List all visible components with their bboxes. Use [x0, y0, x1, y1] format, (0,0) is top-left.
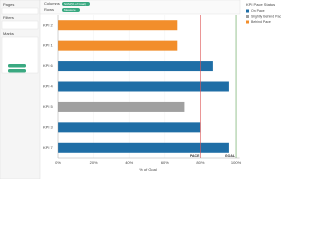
legend-swatch: [246, 9, 249, 13]
reference-label: GOAL: [225, 154, 236, 158]
marks-pill[interactable]: [8, 69, 26, 73]
left-panel: [0, 0, 41, 179]
pages-card[interactable]: [1, 7, 39, 15]
y-tick-label: KPI 3: [43, 124, 54, 129]
columns-label: Columns: [44, 1, 60, 6]
columns-pill-text: SUM(% of Goal): [64, 2, 86, 6]
bar: [58, 122, 201, 133]
x-tick-label: 20%: [90, 160, 98, 165]
bar: [58, 61, 213, 72]
y-tick-label: KPI 2: [43, 22, 54, 27]
y-tick-label: KPI 4: [43, 84, 54, 89]
x-axis-title: % of Goal: [139, 167, 157, 172]
legend-swatch: [246, 20, 249, 24]
y-tick-label: KPI 7: [43, 145, 54, 150]
marks-label: Marks: [3, 31, 14, 36]
filters-label: Filters: [3, 15, 14, 20]
shelves: [39, 0, 241, 15]
columns-pill[interactable]: [62, 2, 90, 6]
marks-card[interactable]: [1, 36, 39, 74]
legend-label: Slightly Behind Pace: [251, 14, 281, 18]
bar: [58, 101, 185, 112]
x-tick-label: 80%: [196, 160, 204, 165]
legend-swatch: [246, 15, 249, 18]
x-tick-label: 40%: [125, 160, 133, 165]
rows-label: Rows: [44, 7, 54, 12]
x-tick-label: 0%: [55, 160, 61, 165]
pages-label: Pages: [3, 2, 14, 7]
rows-pill[interactable]: [62, 8, 80, 12]
bar: [58, 20, 178, 31]
filters-card[interactable]: [1, 20, 39, 30]
y-tick-label: KPI 1: [43, 43, 54, 48]
legend-label: Behind Pace: [251, 20, 271, 24]
tableau-window: Pages Filters Marks Columns SUM(% of Goa…: [0, 0, 281, 179]
legend-title: KPI Pace Status: [246, 2, 275, 7]
y-tick-label: KPI 5: [43, 104, 54, 109]
bar: [58, 40, 178, 51]
x-tick-label: 60%: [161, 160, 169, 165]
bar: [58, 81, 229, 92]
x-tick-label: 100%: [231, 160, 242, 165]
reference-label: PACE: [190, 154, 200, 158]
y-tick-label: KPI 6: [43, 63, 54, 68]
marks-pill[interactable]: [8, 64, 26, 68]
legend-label: On Pace: [251, 9, 265, 13]
rows-pill-text: Measure: [64, 8, 76, 12]
bar: [58, 142, 229, 153]
